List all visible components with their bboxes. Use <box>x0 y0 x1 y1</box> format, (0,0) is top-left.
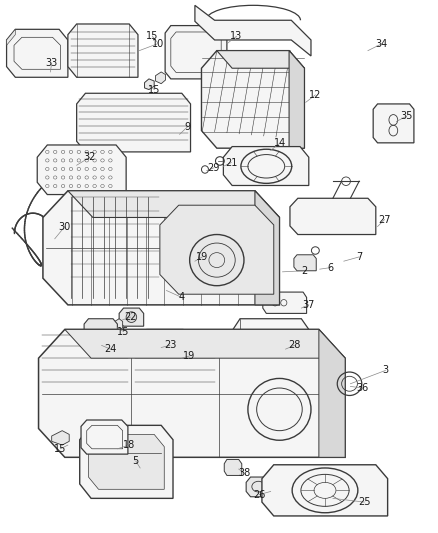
Polygon shape <box>145 79 154 90</box>
Polygon shape <box>84 319 117 356</box>
Text: 2: 2 <box>301 266 307 276</box>
Polygon shape <box>68 24 138 77</box>
Text: 15: 15 <box>54 444 67 454</box>
Ellipse shape <box>126 312 137 322</box>
Polygon shape <box>80 425 173 498</box>
Polygon shape <box>289 51 304 148</box>
Polygon shape <box>165 26 227 79</box>
Text: 24: 24 <box>104 344 117 354</box>
Text: 4: 4 <box>179 293 185 302</box>
Text: 32: 32 <box>84 152 96 162</box>
Polygon shape <box>263 292 307 313</box>
Text: 27: 27 <box>378 215 391 224</box>
Text: 5: 5 <box>133 456 139 466</box>
Polygon shape <box>37 145 126 195</box>
Text: 3: 3 <box>382 366 389 375</box>
Polygon shape <box>217 51 304 68</box>
Text: 35: 35 <box>400 111 413 121</box>
Text: 28: 28 <box>288 341 300 350</box>
Text: 26: 26 <box>253 490 265 499</box>
Polygon shape <box>141 329 189 356</box>
Text: 15: 15 <box>146 31 159 41</box>
Polygon shape <box>52 431 69 445</box>
Text: 10: 10 <box>152 39 164 49</box>
Polygon shape <box>77 93 191 152</box>
Polygon shape <box>255 191 279 305</box>
Text: 9: 9 <box>184 122 191 132</box>
Polygon shape <box>294 255 316 271</box>
Polygon shape <box>262 465 388 516</box>
Polygon shape <box>160 205 274 294</box>
Polygon shape <box>134 268 202 303</box>
Text: 23: 23 <box>164 341 176 350</box>
Polygon shape <box>81 420 128 454</box>
Text: 15: 15 <box>148 85 160 94</box>
Polygon shape <box>195 5 311 56</box>
Polygon shape <box>65 329 345 358</box>
Text: 33: 33 <box>46 58 58 68</box>
Polygon shape <box>155 243 211 273</box>
Text: 22: 22 <box>124 312 137 322</box>
Text: 19: 19 <box>183 351 195 361</box>
Text: 34: 34 <box>376 39 388 49</box>
Polygon shape <box>290 198 376 235</box>
Text: 25: 25 <box>358 497 371 507</box>
Text: 7: 7 <box>356 252 362 262</box>
Polygon shape <box>88 434 164 489</box>
Polygon shape <box>119 308 144 326</box>
Text: 38: 38 <box>238 469 251 478</box>
Text: 18: 18 <box>123 440 135 450</box>
Polygon shape <box>233 319 309 377</box>
Text: 13: 13 <box>230 31 243 41</box>
Polygon shape <box>319 329 345 457</box>
Text: 36: 36 <box>357 383 369 393</box>
Text: 37: 37 <box>303 300 315 310</box>
Polygon shape <box>155 72 166 84</box>
Text: 30: 30 <box>59 222 71 231</box>
Polygon shape <box>152 345 201 372</box>
Polygon shape <box>246 477 271 497</box>
Text: 19: 19 <box>196 252 208 262</box>
Polygon shape <box>223 147 309 185</box>
Polygon shape <box>113 319 123 330</box>
Polygon shape <box>201 51 304 148</box>
Polygon shape <box>68 191 279 217</box>
Text: 12: 12 <box>309 90 321 100</box>
Polygon shape <box>373 104 414 143</box>
Polygon shape <box>7 29 68 77</box>
Text: 6: 6 <box>328 263 334 272</box>
Polygon shape <box>39 329 345 457</box>
Text: 29: 29 <box>208 163 220 173</box>
Text: 14: 14 <box>274 138 286 148</box>
Text: 21: 21 <box>225 158 237 167</box>
Polygon shape <box>7 29 15 45</box>
Text: 15: 15 <box>117 327 130 336</box>
Polygon shape <box>224 459 242 475</box>
Polygon shape <box>43 191 279 305</box>
